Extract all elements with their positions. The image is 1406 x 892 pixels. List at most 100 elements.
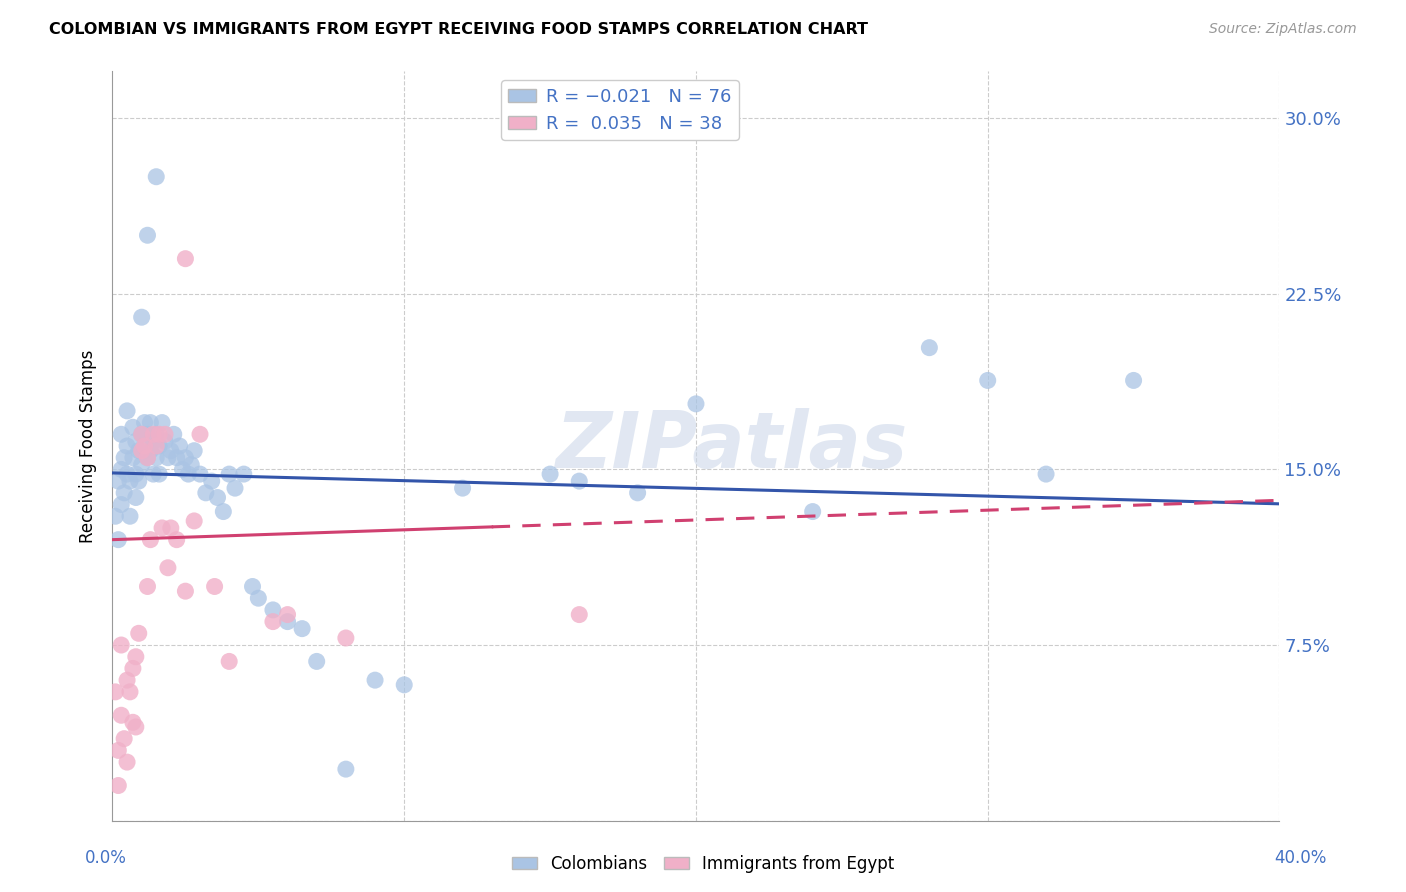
Point: [305, 655, 328, 669]
Point: [394, 678, 416, 692]
Point: [134, 439, 156, 453]
Point: [224, 481, 246, 495]
Point: [150, 416, 173, 430]
Point: [1122, 374, 1144, 388]
Point: [145, 439, 167, 453]
Point: [115, 404, 138, 418]
Point: [145, 427, 167, 442]
Point: [125, 720, 148, 734]
Point: [153, 427, 176, 442]
Point: [148, 439, 170, 453]
Point: [110, 638, 132, 652]
Point: [131, 458, 153, 472]
Point: [276, 615, 298, 629]
Point: [122, 450, 145, 465]
Point: [131, 443, 153, 458]
Y-axis label: Receiving Food Stamps: Receiving Food Stamps: [79, 350, 97, 542]
Point: [169, 439, 191, 453]
Point: [188, 427, 211, 442]
Point: [183, 443, 205, 458]
Point: [685, 397, 707, 411]
Point: [128, 474, 150, 488]
Point: [139, 416, 162, 430]
Point: [128, 443, 150, 458]
Point: [122, 420, 145, 434]
Point: [207, 491, 229, 505]
Point: [166, 533, 188, 547]
Point: [801, 505, 824, 519]
Point: [134, 443, 156, 458]
Point: [242, 580, 264, 594]
Point: [218, 467, 240, 482]
Legend: Colombians, Immigrants from Egypt: Colombians, Immigrants from Egypt: [505, 848, 901, 880]
Point: [125, 649, 148, 664]
Point: [568, 607, 591, 622]
Point: [125, 491, 148, 505]
Point: [107, 474, 129, 488]
Point: [142, 467, 165, 482]
Point: [627, 485, 650, 500]
Point: [145, 169, 167, 184]
Point: [156, 561, 179, 575]
Point: [136, 580, 159, 594]
Point: [163, 427, 186, 442]
Point: [172, 462, 194, 476]
Point: [107, 533, 129, 547]
Point: [136, 450, 159, 465]
Point: [232, 467, 254, 482]
Point: [204, 580, 226, 594]
Point: [142, 434, 165, 449]
Point: [125, 434, 148, 449]
Point: [174, 450, 197, 465]
Text: 0.0%: 0.0%: [84, 849, 127, 867]
Point: [153, 434, 176, 449]
Point: [110, 462, 132, 476]
Point: [125, 467, 148, 482]
Point: [262, 615, 284, 629]
Point: [183, 514, 205, 528]
Point: [112, 731, 135, 746]
Point: [112, 485, 135, 500]
Point: [156, 450, 179, 465]
Point: [110, 427, 132, 442]
Point: [364, 673, 387, 688]
Point: [122, 715, 145, 730]
Point: [174, 584, 197, 599]
Text: ZIPatlas: ZIPatlas: [555, 408, 907, 484]
Point: [201, 474, 224, 488]
Point: [918, 341, 941, 355]
Point: [335, 762, 357, 776]
Point: [139, 443, 162, 458]
Point: [122, 661, 145, 675]
Point: [104, 685, 127, 699]
Point: [976, 374, 998, 388]
Point: [194, 485, 217, 500]
Point: [218, 655, 240, 669]
Point: [134, 416, 156, 430]
Point: [131, 310, 153, 325]
Point: [160, 521, 183, 535]
Point: [568, 474, 591, 488]
Point: [188, 467, 211, 482]
Point: [160, 443, 183, 458]
Point: [136, 427, 159, 442]
Point: [110, 498, 132, 512]
Point: [118, 474, 141, 488]
Point: [115, 755, 138, 769]
Point: [107, 743, 129, 757]
Point: [276, 607, 298, 622]
Point: [145, 450, 167, 465]
Point: [177, 467, 200, 482]
Point: [262, 603, 284, 617]
Point: [131, 427, 153, 442]
Point: [451, 481, 474, 495]
Point: [128, 626, 150, 640]
Point: [112, 450, 135, 465]
Point: [166, 450, 188, 465]
Legend: R = −0.021   N = 76, R =  0.035   N = 38: R = −0.021 N = 76, R = 0.035 N = 38: [502, 80, 740, 140]
Point: [148, 467, 170, 482]
Point: [150, 521, 173, 535]
Point: [136, 228, 159, 243]
Point: [291, 622, 314, 636]
Point: [538, 467, 561, 482]
